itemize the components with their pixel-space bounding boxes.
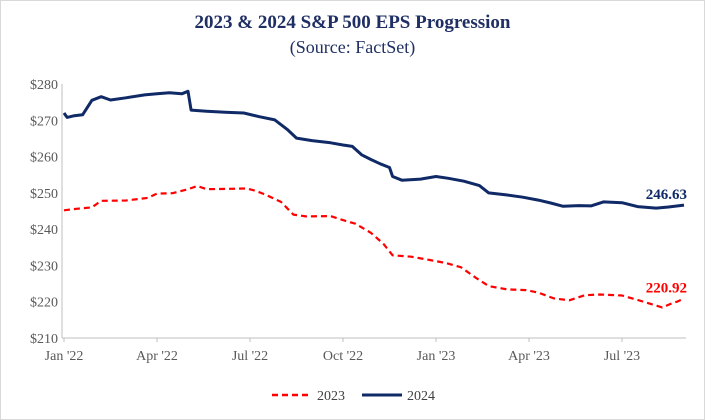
y-tick-label: $210 [30,332,58,347]
x-tick-label: Jul '22 [232,349,268,364]
y-tick-label: $260 [30,151,58,166]
y-tick-label: $240 [30,223,58,238]
end-label-2024: 246.63 [646,187,687,203]
series-line-2024 [62,89,685,210]
x-tick-label: Apr '23 [508,349,550,364]
y-tick-label: $230 [30,259,58,274]
x-axis: Jan '22 Apr '22 Jul '22 Oct '22 Jan '23 Apr '… [45,337,686,364]
y-tick-label: $280 [30,78,58,93]
x-tick-label: Oct '22 [323,349,363,364]
y-tick-label: $220 [30,296,58,311]
end-label-2023: 220.92 [646,280,687,296]
series-line-2023 [63,184,685,309]
x-tick-label: Apr '22 [136,349,178,364]
y-axis: $210 $220 $230 $240 $250 $260 $270 $280 [30,78,63,347]
series-group: 220.92 246.63 [62,89,687,309]
x-tick-label: Jan '22 [45,349,84,364]
y-tick-label: $250 [30,187,58,202]
legend: 2023 2024 [272,389,435,404]
chart-title: 2023 & 2024 S&P 500 EPS Progression [194,12,511,33]
y-tick-label: $270 [30,114,58,129]
chart-subtitle: (Source: FactSet) [289,37,416,57]
legend-label-2024: 2024 [407,389,435,404]
x-tick-label: Jul '23 [604,349,640,364]
x-tick-label: Jan '23 [417,349,456,364]
legend-label-2023: 2023 [317,389,345,404]
